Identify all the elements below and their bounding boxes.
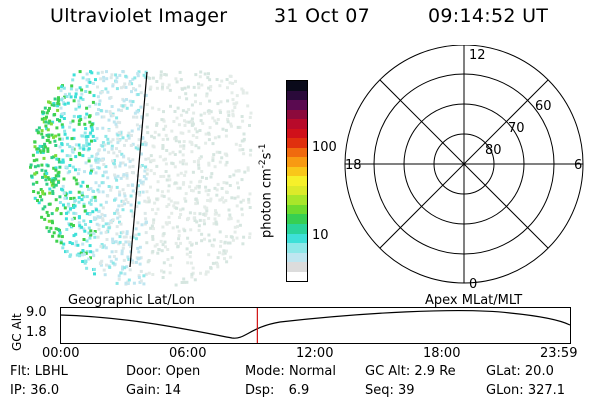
strip-ymax: 9.0 (26, 305, 47, 320)
xtick-0600: 06:00 (169, 346, 207, 361)
meta-glat: GLat: 20.0 (486, 364, 554, 379)
meta-glon: GLon: 327.1 (486, 383, 566, 398)
meta-flt: Flt: LBHL (10, 364, 68, 379)
colorbar-swatch (287, 223, 307, 234)
meta-gcalt: GC Alt: 2.9 Re (365, 364, 456, 379)
meta-gain: Gain: 14 (126, 383, 181, 398)
colorbar-tick-100: 100 (312, 140, 337, 155)
strip-ylabel: GC Alt (10, 313, 24, 351)
colorbar-swatch (287, 262, 307, 272)
colorbar-swatch (287, 119, 307, 129)
strip-frame (60, 307, 571, 344)
meta-door: Door: Open (126, 364, 201, 379)
time-label: 09:14:52 UT (428, 5, 549, 27)
meta-mode: Mode: Normal (245, 364, 336, 379)
mlt-label-left: 18 (345, 158, 362, 173)
strip-right-label: Apex MLat/MLT (425, 293, 523, 308)
colorbar-swatch (287, 128, 307, 139)
xtick-2359: 23:59 (540, 346, 578, 361)
xtick-1800: 18:00 (423, 346, 461, 361)
colorbar-swatch (287, 81, 307, 91)
meta-seq: Seq: 39 (365, 383, 415, 398)
colorbar-tick-10: 10 (312, 228, 329, 243)
date-label: 31 Oct 07 (274, 5, 370, 27)
uv-image-pixels (29, 70, 253, 287)
lat-label-70: 70 (508, 121, 525, 136)
meta-ip: IP: 36.0 (10, 383, 60, 398)
mlt-label-bottom: 0 (469, 277, 477, 290)
colorbar-swatch (287, 204, 307, 215)
altitude-curve (60, 310, 571, 339)
colorbar-swatch (287, 195, 307, 205)
color-bar (286, 80, 308, 282)
colorbar-swatch (287, 271, 307, 282)
colorbar-swatch (287, 252, 307, 263)
colorbar-swatch (287, 243, 307, 253)
strip-left-label: Geographic Lat/Lon (68, 293, 195, 308)
xtick-1200: 12:00 (296, 346, 334, 361)
colorbar-swatch (287, 176, 307, 186)
xtick-0000: 00:00 (42, 346, 80, 361)
altitude-strip (60, 307, 571, 344)
lat-label-60: 60 (535, 99, 552, 114)
colorbar-swatch (287, 214, 307, 224)
mlt-label-top: 12 (469, 48, 486, 63)
colorbar-swatch (287, 90, 307, 101)
colorbar-swatch (287, 157, 307, 167)
uv-image (29, 70, 253, 287)
colorbar-swatch (287, 109, 307, 120)
terminator-line (129, 71, 148, 268)
mlt-label-right: 6 (574, 158, 582, 173)
instrument-title: Ultraviolet Imager (50, 5, 228, 27)
lat-label-80: 80 (485, 143, 502, 158)
meta-dsp: Dsp: 6.9 (245, 383, 310, 398)
colorbar-swatch (287, 166, 307, 177)
colorbar-swatch (287, 138, 307, 148)
colorbar-swatch (287, 233, 307, 244)
polar-diagonal-2 (379, 79, 549, 249)
colorbar-swatch (287, 147, 307, 158)
colorbar-label: photon cm-2s-1 (258, 143, 275, 238)
polar-grid: 12 0 18 6 60 70 80 (344, 45, 584, 290)
colorbar-swatch (287, 185, 307, 196)
colorbar-swatch (287, 100, 307, 110)
strip-ymin: 1.8 (26, 325, 47, 340)
